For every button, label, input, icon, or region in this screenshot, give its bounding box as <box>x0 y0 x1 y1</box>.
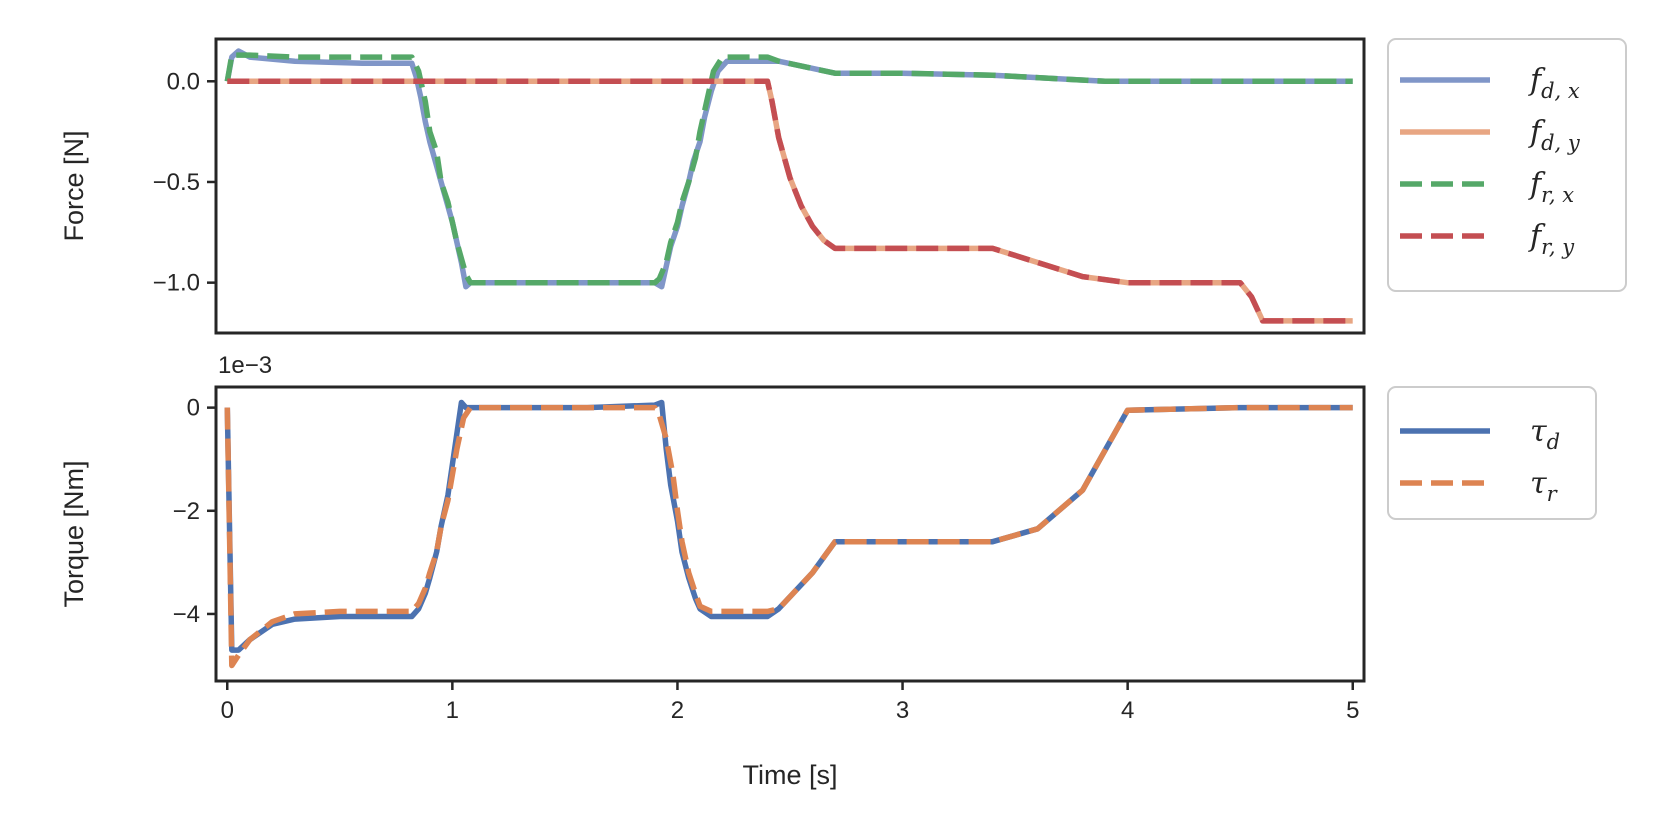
torque-series-lines <box>224 399 1353 669</box>
torque-legend-label: τr <box>1530 466 1559 506</box>
x-tick-label: 5 <box>1346 697 1359 724</box>
x-tick-label: 4 <box>1121 697 1134 724</box>
force-y-tick-label: −0.5 <box>153 169 200 196</box>
x-axis-label: Time [s] <box>742 760 837 790</box>
torque-y-tick-label: −2 <box>173 498 200 525</box>
torque-panel: 0 −2 −4 0 1 2 3 4 5 1e−3 Torque [Nm] Time [s] <box>59 352 1366 790</box>
torque-legend-item: τr <box>1400 466 1559 506</box>
force-legend-frame <box>1387 38 1627 292</box>
x-tick-label: 1 <box>446 697 459 724</box>
force-panel: 0.0 −0.5 −1.0 Force [N] <box>59 37 1366 335</box>
force-y-tick-label: 0.0 <box>167 68 200 95</box>
torque-legend-frame <box>1387 386 1597 520</box>
force-legend: fd, xfd, yfr, xfr, y <box>1387 38 1627 292</box>
force-series-line-3 <box>227 78 1353 324</box>
force-y-tick-label: −1.0 <box>153 270 200 297</box>
x-tick-label: 0 <box>221 697 234 724</box>
torque-y-axis-label: Torque [Nm] <box>59 460 89 607</box>
torque-axes-frame <box>214 385 1366 683</box>
force-y-axis-label: Force [N] <box>59 130 89 241</box>
torque-legend: τd τr <box>1387 386 1597 520</box>
force-series-lines <box>224 48 1353 324</box>
x-tick-label: 3 <box>896 697 909 724</box>
force-y-ticks: 0.0 −0.5 −1.0 <box>153 68 216 297</box>
torque-offset-text: 1e−3 <box>218 352 272 379</box>
torque-y-tick-label: 0 <box>187 395 200 422</box>
x-tick-label: 2 <box>671 697 684 724</box>
torque-legend-label: τd <box>1530 414 1560 454</box>
torque-legend-item: τd <box>1400 414 1560 454</box>
torque-y-tick-label: −4 <box>173 601 200 628</box>
force-legend-item: fd, x <box>1400 63 1580 103</box>
torque-y-ticks: 0 −2 −4 <box>173 395 216 628</box>
force-axes-frame <box>214 37 1366 335</box>
torque-series-line-1 <box>224 404 1353 669</box>
torque-x-ticks: 0 1 2 3 4 5 <box>221 681 1359 724</box>
force-series-line-2 <box>224 52 1353 286</box>
